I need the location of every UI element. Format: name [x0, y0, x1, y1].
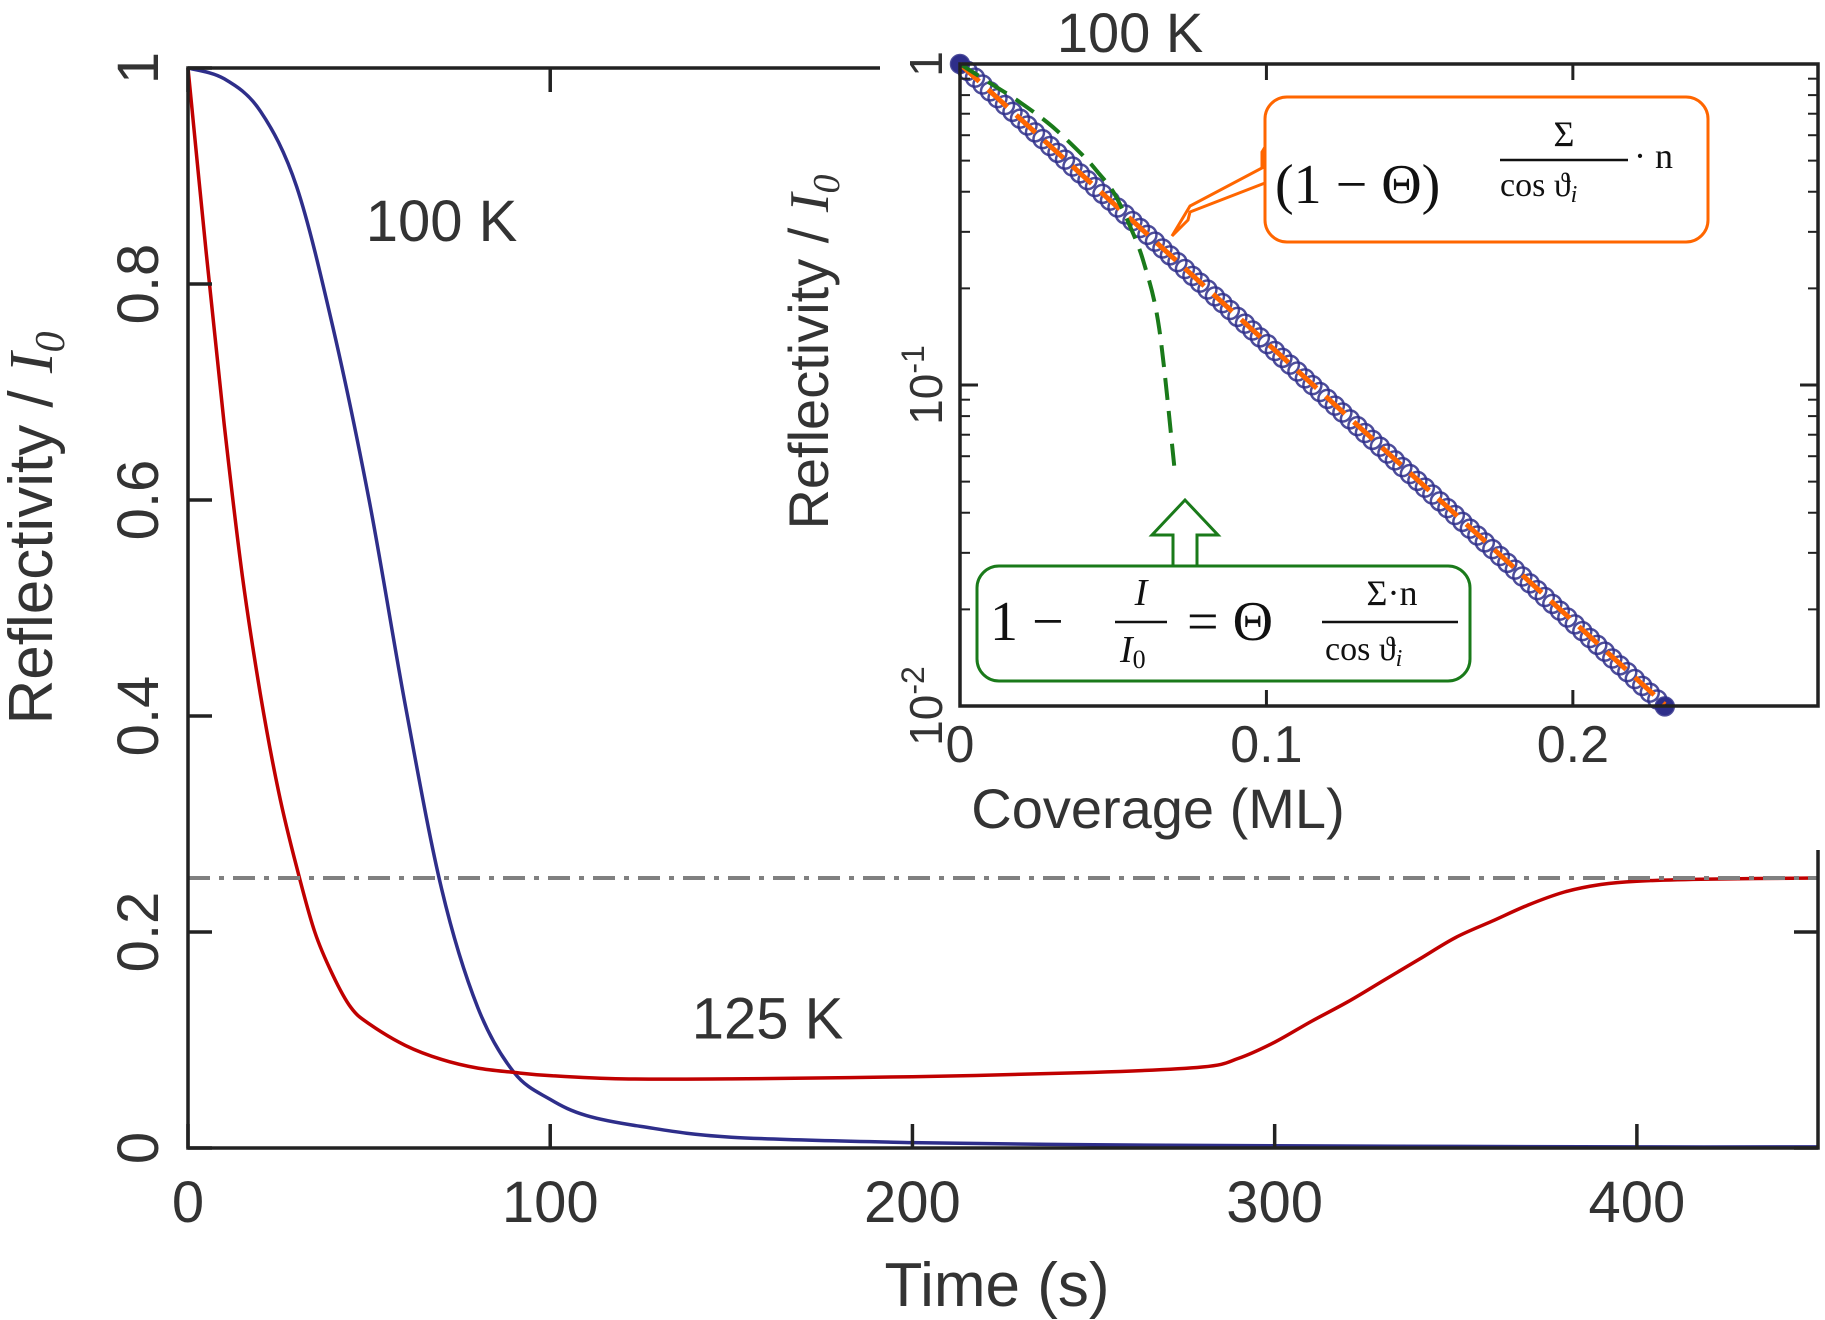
inset-y-axis-label: Reflectivity / I0	[777, 174, 848, 529]
green-formula-frac2-num: Σ·n	[1367, 573, 1418, 613]
inset-x-tick-label: 0.2	[1537, 716, 1609, 774]
inset-x-axis-label: Coverage (ML)	[971, 777, 1344, 840]
annotation-100k: 100 K	[366, 189, 518, 254]
main-x-axis-label: Time (s)	[885, 1251, 1110, 1320]
orange-formula-lead: (1 − Θ)	[1275, 154, 1440, 216]
y-tick-label: 0	[106, 1132, 171, 1164]
orange-formula-callout: (1 − Θ) Σ cos ϑi · n	[1170, 95, 1710, 244]
x-tick-label: 100	[502, 1170, 599, 1235]
inset-chart: 0 0.1 0.2 10-2 10-1 1 100 K Coverage (ML) Ref…	[777, 1, 1825, 850]
green-callout-pointer	[1148, 497, 1222, 568]
annotation-125k: 125 K	[692, 986, 844, 1051]
series-line-125k	[186, 67, 1819, 1081]
inset-x-tick-label: 0	[946, 716, 975, 774]
inset-x-tick-label: 0.1	[1230, 716, 1302, 774]
green-formula-mid: = Θ	[1187, 591, 1273, 653]
orange-formula-den: cos ϑi	[1500, 167, 1577, 208]
y-tick-label: 0.8	[106, 244, 171, 325]
fit-line-orange	[958, 62, 1667, 707]
orange-formula-tail: · n	[1634, 136, 1673, 176]
y-tick-label: 0.6	[106, 460, 171, 541]
green-formula-frac2-den: cos ϑi	[1325, 631, 1402, 672]
green-formula-frac1-den: I0	[1119, 629, 1146, 674]
x-tick-label: 300	[1226, 1170, 1323, 1235]
inset-tick-label-layer: 0 0.1 0.2 10-2 10-1 1	[895, 51, 1609, 774]
series-line-100k	[187, 66, 1819, 1149]
approx-line-green	[958, 62, 1177, 469]
y-tick-label: 1	[106, 52, 171, 84]
y-tick-label: 0.4	[106, 676, 171, 757]
inset-y-tick-label: 1	[900, 51, 952, 77]
inset-y-tick-label: 10-1	[895, 345, 952, 425]
main-series-layer	[186, 66, 1819, 1149]
orange-callout-pointer	[1170, 141, 1267, 238]
y-tick-label: 0.2	[106, 892, 171, 973]
green-formula-box	[975, 564, 1472, 683]
green-formula-callout: 1 − I I0 = Θ Σ·n cos ϑi	[975, 497, 1472, 683]
x-tick-label: 200	[864, 1170, 961, 1235]
x-tick-label: 400	[1588, 1170, 1685, 1235]
main-chart: 0 100 200 300 400 0 0.2 0.4 0.6 0.8 1 Time (s) Ref…	[0, 52, 1820, 1320]
inset-title: 100 K	[1057, 1, 1203, 64]
inset-plot-frame	[958, 62, 1820, 708]
orange-formula-num: Σ	[1554, 114, 1575, 154]
inset-y-tick-label: 10-2	[895, 666, 952, 746]
green-formula-lead: 1 −	[990, 591, 1064, 653]
green-formula-frac1-num: I	[1134, 572, 1150, 614]
x-tick-label: 0	[172, 1170, 204, 1235]
inset-series-layer	[949, 53, 1676, 717]
main-tick-label-layer: 0 100 200 300 400 0 0.2 0.4 0.6 0.8 1	[106, 52, 1685, 1235]
orange-formula-box	[1263, 95, 1710, 244]
main-y-axis-label: Reflectivity / I0	[0, 331, 74, 724]
